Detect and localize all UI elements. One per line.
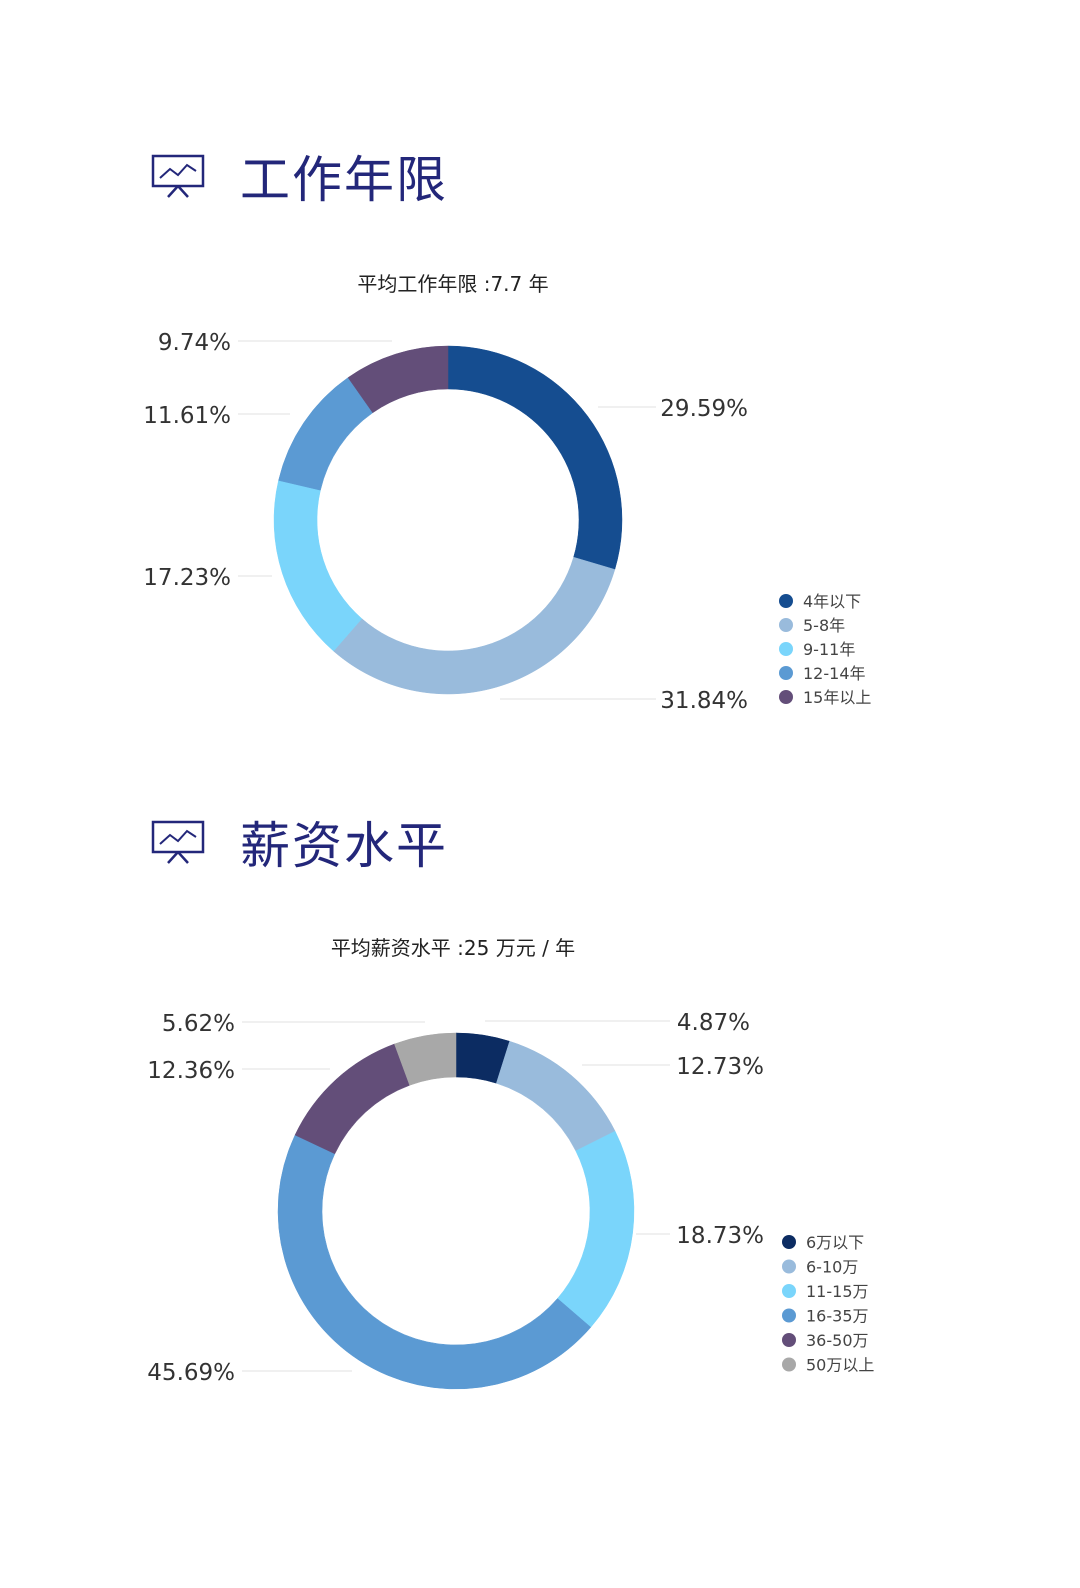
percent-label: 12.73% xyxy=(676,1054,764,1080)
legend-label: 50万以上 xyxy=(806,1356,874,1375)
donut-slice xyxy=(447,345,623,570)
section-title-salary: 薪资水平 xyxy=(150,806,448,878)
donut-slice xyxy=(277,1134,592,1390)
chart-legend: 6万以下 6-10万 11-15万 16-35万 36-50万 50万以上 xyxy=(782,1233,874,1375)
presentation-chart-icon xyxy=(151,820,205,864)
donut-slices xyxy=(277,1032,635,1390)
legend-label: 5-8年 xyxy=(803,616,845,635)
percent-label: 31.84% xyxy=(660,688,748,714)
donut-slice xyxy=(294,1043,410,1155)
legend-swatch xyxy=(782,1357,796,1372)
percent-label: 4.87% xyxy=(677,1010,750,1036)
presentation-chart-icon xyxy=(151,154,205,198)
legend-label: 12-14年 xyxy=(803,664,866,683)
legend-swatch xyxy=(779,618,793,632)
legend-label: 15年以上 xyxy=(803,688,871,707)
percent-label: 12.36% xyxy=(147,1058,235,1084)
donut-slice xyxy=(557,1130,635,1328)
leader-lines xyxy=(238,340,656,700)
donut-slices xyxy=(273,345,623,695)
donut-slice xyxy=(347,345,449,414)
legend-label: 9-11年 xyxy=(803,640,855,659)
section-title-work-years: 工作年限 xyxy=(150,140,448,212)
percent-label: 45.69% xyxy=(147,1360,235,1386)
legend-swatch xyxy=(782,1308,796,1323)
percent-labels: 29.59% 31.84% 17.23% 11.61% 9.74% xyxy=(143,330,748,714)
percent-label: 9.74% xyxy=(158,330,231,356)
legend-label: 36-50万 xyxy=(806,1331,869,1350)
legend-label: 6-10万 xyxy=(806,1258,858,1277)
percent-label: 11.61% xyxy=(143,403,231,429)
legend-swatch xyxy=(779,666,793,680)
legend-swatch xyxy=(782,1333,796,1347)
donut-slice xyxy=(273,480,363,652)
leader-lines xyxy=(242,1020,670,1372)
percent-label: 18.73% xyxy=(676,1223,764,1249)
donut-slice xyxy=(496,1040,616,1152)
legend-label: 11-15万 xyxy=(806,1282,869,1301)
percent-labels: 4.87% 12.73% 18.73% 45.69% 12.36% 5.62% xyxy=(147,1010,764,1386)
donut-slice xyxy=(394,1032,457,1086)
legend-swatch xyxy=(782,1235,796,1249)
legend-label: 6万以下 xyxy=(806,1233,864,1252)
work-years-donut-chart: 平均工作年限 :7.7 年 29.59% 31.84% 17.23% 11.61% 9.… xyxy=(143,272,871,714)
donut-slice xyxy=(333,556,616,695)
donut-slice xyxy=(278,377,374,491)
section-heading: 薪资水平 xyxy=(240,817,448,875)
section-heading: 工作年限 xyxy=(240,151,448,209)
legend-swatch xyxy=(779,594,793,608)
salary-donut-chart: 平均薪资水平 :25 万元 / 年 4.87% 12.73% 18.73% 45.69… xyxy=(147,936,874,1390)
chart-subtitle: 平均工作年限 :7.7 年 xyxy=(357,272,548,296)
chart-legend: 4年以下 5-8年 9-11年 12-14年 15年以上 xyxy=(779,592,871,707)
percent-label: 17.23% xyxy=(143,565,231,591)
legend-swatch xyxy=(782,1259,796,1274)
percent-label: 29.59% xyxy=(660,396,748,422)
legend-swatch xyxy=(779,690,793,704)
legend-label: 4年以下 xyxy=(803,592,861,611)
legend-label: 16-35万 xyxy=(806,1307,869,1326)
legend-swatch xyxy=(782,1284,796,1298)
percent-label: 5.62% xyxy=(162,1011,235,1037)
legend-swatch xyxy=(779,642,793,656)
chart-subtitle: 平均薪资水平 :25 万元 / 年 xyxy=(331,936,575,960)
